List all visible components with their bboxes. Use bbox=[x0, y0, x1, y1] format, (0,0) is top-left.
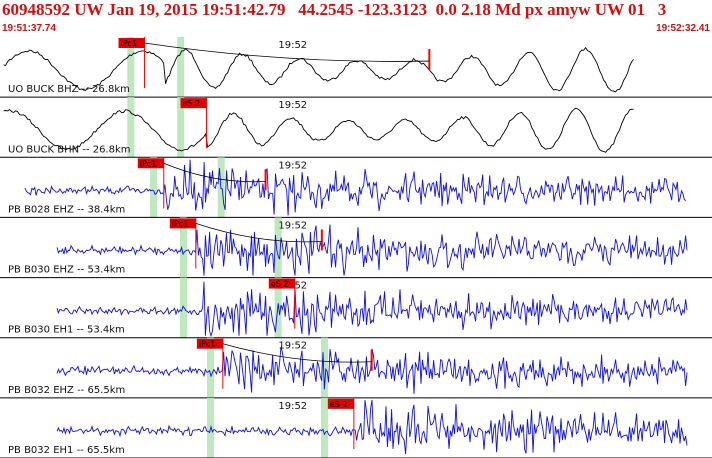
waveform-trace bbox=[3, 107, 634, 153]
pick-label: eS 2 bbox=[330, 400, 348, 409]
analysis-window-band bbox=[320, 337, 328, 398]
pick-label: iPc1 bbox=[121, 39, 138, 48]
analysis-window-band bbox=[127, 37, 135, 98]
station-label: PB B028 EHZ -- 38.4km bbox=[8, 204, 125, 215]
pick-marker bbox=[268, 278, 295, 289]
pick-marker bbox=[180, 98, 207, 109]
analysis-window-band bbox=[274, 217, 282, 278]
minute-mark: 19:52 bbox=[278, 401, 307, 412]
moveout-curve bbox=[222, 343, 372, 363]
analysis-window-band bbox=[179, 217, 187, 278]
window-end-time: 19:52:32.41 bbox=[656, 23, 710, 34]
waveform-trace bbox=[56, 399, 688, 455]
pick-marker bbox=[137, 158, 164, 169]
analysis-window-band bbox=[127, 97, 135, 158]
station-label: PB B030 EHZ -- 53.4km bbox=[8, 265, 125, 276]
waveform-trace bbox=[56, 281, 688, 338]
station-label: UO BUCK BHN -- 26.8km bbox=[8, 144, 131, 155]
waveform-trace bbox=[24, 159, 686, 216]
waveform-trace bbox=[3, 46, 634, 93]
pick-marker bbox=[118, 38, 145, 48]
station-label: UO BUCK BHZ -- 26.8km bbox=[8, 84, 130, 95]
pick-label: iPc1 bbox=[140, 159, 157, 168]
minute-mark: 19:52 bbox=[278, 100, 307, 111]
station-label: PB B030 EH1 -- 53.4km bbox=[8, 325, 125, 336]
pick-marker bbox=[327, 398, 354, 409]
analysis-window-band bbox=[179, 277, 187, 338]
moveout-curve bbox=[195, 223, 322, 243]
analysis-window-band bbox=[177, 37, 185, 98]
minute-mark: 19:52 bbox=[278, 40, 307, 51]
minute-mark: 19:52 bbox=[278, 160, 307, 171]
minute-mark: 19:52 bbox=[278, 220, 307, 231]
analysis-window-band bbox=[320, 397, 328, 458]
pick-marker bbox=[169, 218, 196, 229]
pick-marker bbox=[196, 338, 223, 349]
event-header: 60948592 UW Jan 19, 2015 19:51:42.79 44.… bbox=[0, 0, 712, 37]
pick-label: iPc1 bbox=[199, 340, 216, 349]
analysis-window-band bbox=[207, 337, 215, 398]
analysis-window-band bbox=[150, 157, 158, 218]
moveout-curve bbox=[163, 162, 266, 183]
seismogram-plot[interactable]: UO BUCK BHZ -- 26.8km 19:52 iPc1 UO BUCK BH… bbox=[0, 37, 712, 458]
station-label: PB B032 EH1 -- 65.5km bbox=[8, 445, 125, 456]
pick-label: eS 2 bbox=[271, 280, 289, 289]
minute-mark: 19:52 bbox=[278, 341, 307, 352]
waveform-trace bbox=[56, 224, 688, 276]
station-label: PB B032 EHZ -- 65.5km bbox=[8, 385, 125, 396]
waveform-trace bbox=[56, 346, 688, 394]
window-start-time: 19:51:37.74 bbox=[2, 23, 56, 34]
moveout-curve bbox=[144, 42, 430, 62]
pick-label: iPc1 bbox=[172, 219, 189, 228]
pick-label: eS 2 bbox=[182, 99, 200, 108]
event-summary-title: 60948592 UW Jan 19, 2015 19:51:42.79 44.… bbox=[2, 0, 667, 19]
analysis-window-band bbox=[177, 97, 185, 158]
